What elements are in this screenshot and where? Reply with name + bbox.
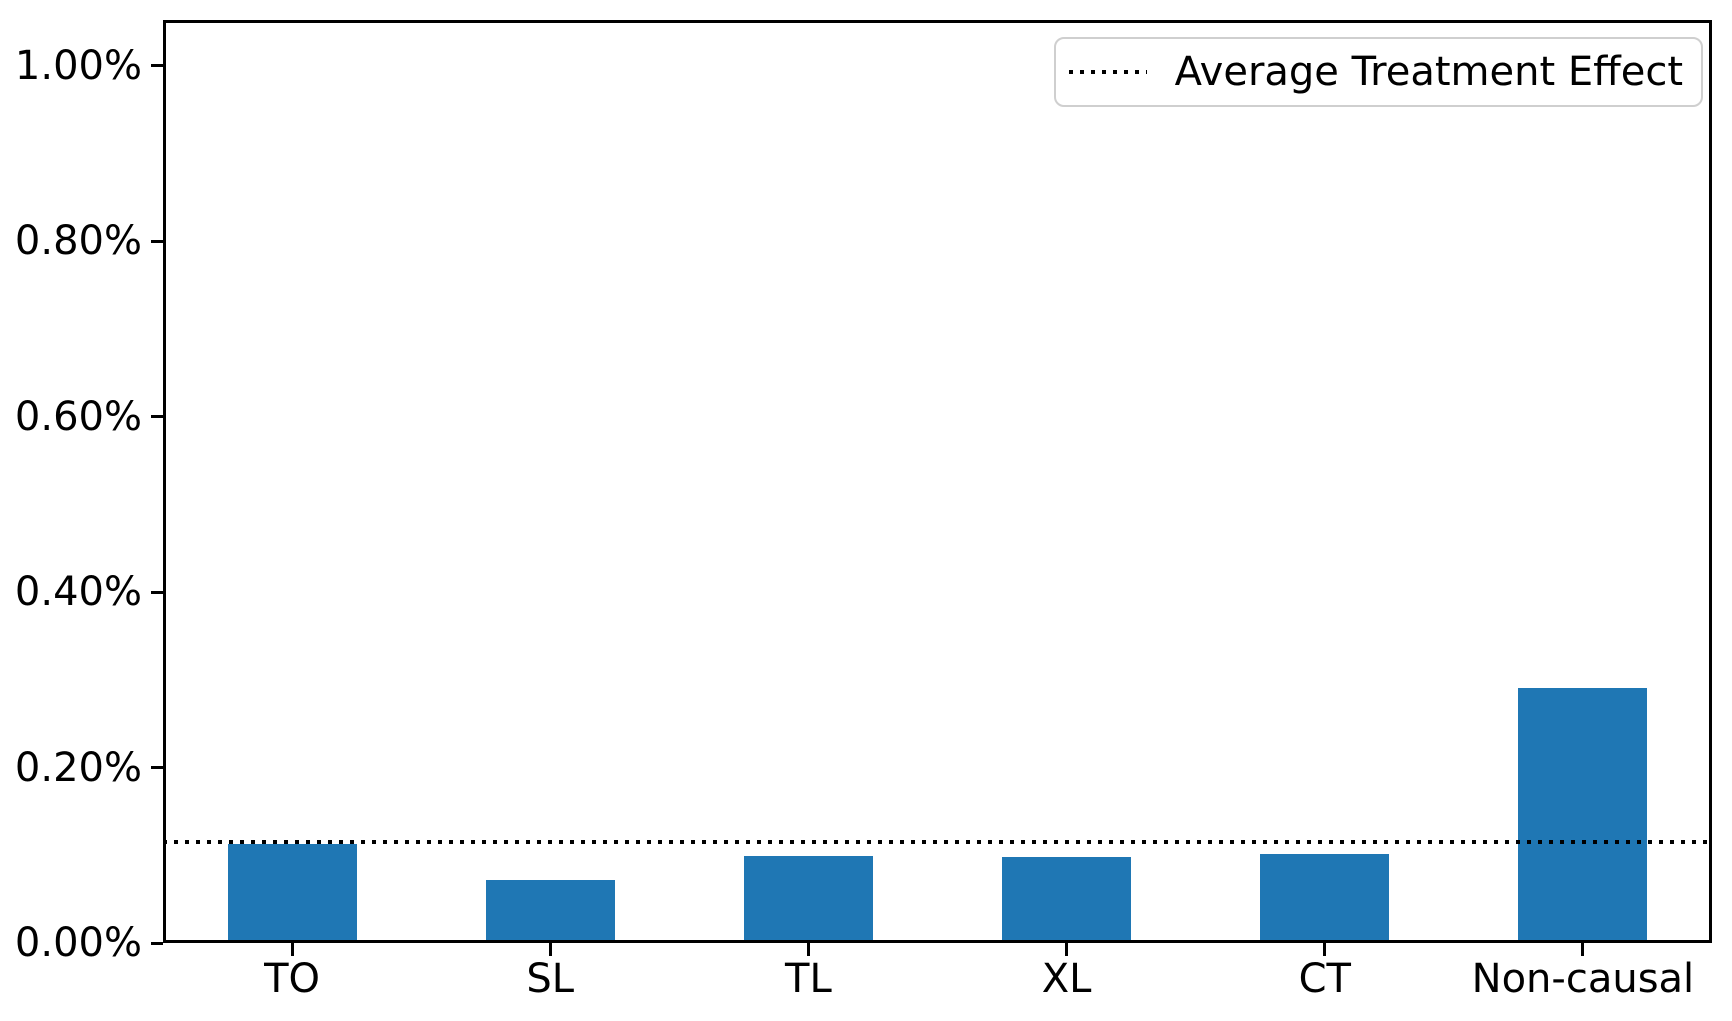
- y-tick-0.20%: [151, 766, 163, 770]
- x-tick-sl: [548, 943, 552, 956]
- x-tick-label-tl: TL: [785, 956, 832, 1002]
- y-tick-0.60%: [151, 415, 163, 419]
- dotted-line-icon: [1068, 70, 1147, 74]
- bar-sl: [485, 879, 615, 943]
- bar-to: [227, 843, 357, 943]
- axes-spine-bottom: [163, 940, 1712, 943]
- x-tick-non-causal: [1581, 943, 1585, 956]
- legend-label: Average Treatment Effect: [1174, 49, 1683, 95]
- x-tick-to: [290, 943, 294, 956]
- x-tick-label-xl: XL: [1041, 956, 1092, 1002]
- x-tick-ct: [1323, 943, 1327, 956]
- x-tick-xl: [1065, 943, 1069, 956]
- bar-xl: [1002, 857, 1132, 943]
- x-tick-label-ct: CT: [1298, 956, 1351, 1002]
- y-tick-label-0.00%: 0.00%: [14, 920, 142, 966]
- plot-area: Average Treatment Effect: [163, 20, 1712, 943]
- y-tick-label-0.60%: 0.60%: [14, 393, 142, 440]
- average-treatment-effect-line: [163, 840, 1712, 845]
- y-tick-label-0.20%: 0.20%: [14, 744, 142, 791]
- y-tick-label-1.00%: 1.00%: [14, 42, 142, 89]
- axes-spine-top: [163, 20, 1712, 23]
- y-tick-label-0.40%: 0.40%: [14, 569, 142, 616]
- x-tick-label-non-causal: Non-causal: [1471, 956, 1695, 1002]
- axes-spine-right: [1709, 20, 1712, 943]
- bar-ct: [1260, 854, 1390, 943]
- x-tick-label-sl: SL: [526, 956, 575, 1002]
- bar-tl: [743, 856, 873, 943]
- x-tick-tl: [806, 943, 810, 956]
- y-tick-0.00%: [151, 941, 163, 945]
- y-tick-0.80%: [151, 239, 163, 243]
- axes-spine-left: [163, 20, 166, 943]
- y-tick-1.00%: [151, 64, 163, 68]
- legend: Average Treatment Effect: [1053, 37, 1703, 107]
- y-tick-0.40%: [151, 590, 163, 594]
- y-tick-label-0.80%: 0.80%: [14, 218, 142, 265]
- x-tick-label-to: TO: [264, 956, 321, 1002]
- bar-non-causal: [1518, 687, 1648, 943]
